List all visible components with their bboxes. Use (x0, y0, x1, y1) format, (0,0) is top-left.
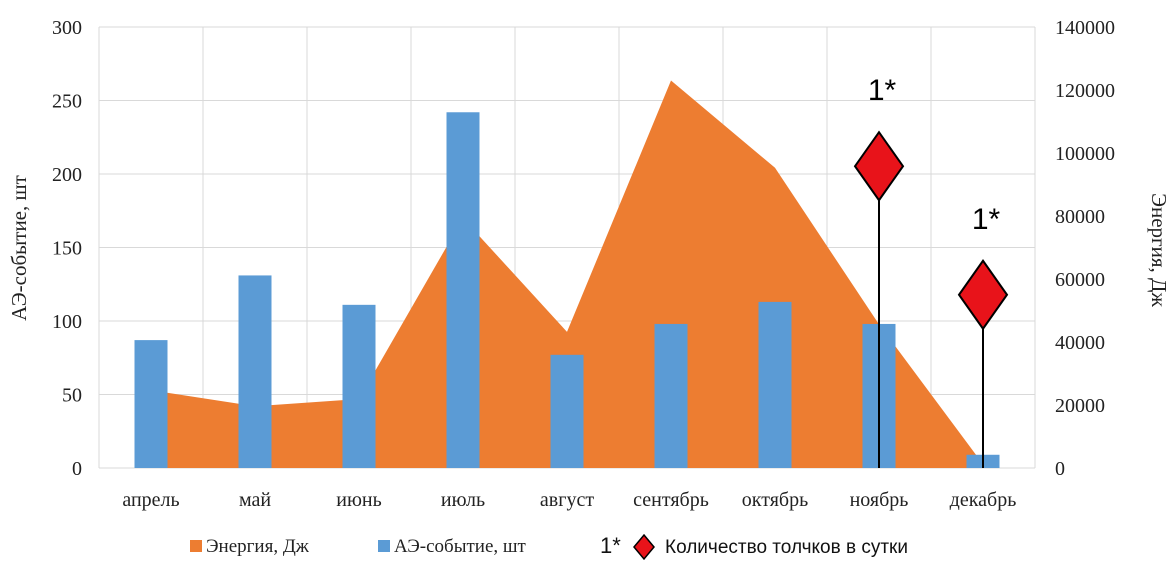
ae-bar (654, 323, 688, 468)
x-tick-label: октябрь (742, 489, 808, 511)
y-tick-label: 0 (72, 458, 82, 480)
marker-label: 1* (868, 74, 897, 107)
y2-tick-label: 140000 (1055, 17, 1115, 39)
x-tick-label: май (239, 489, 271, 511)
legend-label-shocks: Количество толчков в сутки (665, 537, 908, 558)
y2-tick-label: 120000 (1055, 80, 1115, 102)
x-tick-label: ноябрь (850, 489, 909, 511)
x-axis-ticks: апрель май июнь июль август сентябрь октябрь но… (122, 489, 1016, 511)
legend-diamond-icon (633, 533, 655, 561)
y-tick-label: 50 (62, 385, 82, 407)
ae-bar (758, 301, 792, 468)
ae-bar (342, 304, 376, 468)
x-tick-label: сентябрь (633, 489, 709, 511)
x-tick-label: июнь (336, 489, 381, 511)
x-tick-label: август (540, 489, 594, 511)
y2-tick-label: 20000 (1055, 395, 1105, 417)
right-axis-ticks: 0 20000 40000 60000 80000 100000 120000 140000 (1055, 17, 1115, 480)
y2-axis-title: Энергия, Дж (1147, 193, 1166, 307)
y-tick-label: 300 (52, 17, 82, 39)
x-tick-label: декабрь (950, 489, 1017, 511)
y-tick-label: 150 (52, 238, 82, 260)
y2-tick-label: 40000 (1055, 332, 1105, 354)
x-tick-label: июль (441, 489, 485, 511)
legend-swatch-energy (190, 540, 202, 552)
left-axis-ticks: 0 50 100 150 200 250 300 (52, 17, 82, 480)
shock-diamond-marker (853, 130, 905, 202)
y-tick-label: 250 (52, 91, 82, 113)
ae-bar (238, 275, 272, 468)
y-axis-title: АЭ-событие, шт (7, 175, 31, 321)
legend-marker-prefix: 1* (600, 533, 621, 558)
y2-tick-label: 80000 (1055, 206, 1105, 228)
x-tick-label: апрель (122, 489, 179, 511)
y2-tick-label: 0 (1055, 458, 1065, 480)
y2-tick-label: 60000 (1055, 269, 1105, 291)
legend-label-energy: Энергия, Дж (206, 536, 310, 557)
ae-bar (550, 354, 584, 468)
ae-bar (446, 112, 480, 468)
ae-bar-series (134, 112, 1000, 468)
y-tick-label: 100 (52, 311, 82, 333)
marker-label: 1* (972, 203, 1001, 236)
shock-diamond-marker (957, 259, 1009, 331)
shock-marker-series: 1* 1* (853, 74, 1009, 468)
legend-label-ae: АЭ-событие, шт (394, 536, 527, 557)
legend: Энергия, Дж АЭ-событие, шт 1* Количество… (190, 533, 908, 561)
ae-bar (134, 340, 168, 468)
y-tick-label: 200 (52, 164, 82, 186)
y2-tick-label: 100000 (1055, 143, 1115, 165)
legend-swatch-ae (378, 540, 390, 552)
